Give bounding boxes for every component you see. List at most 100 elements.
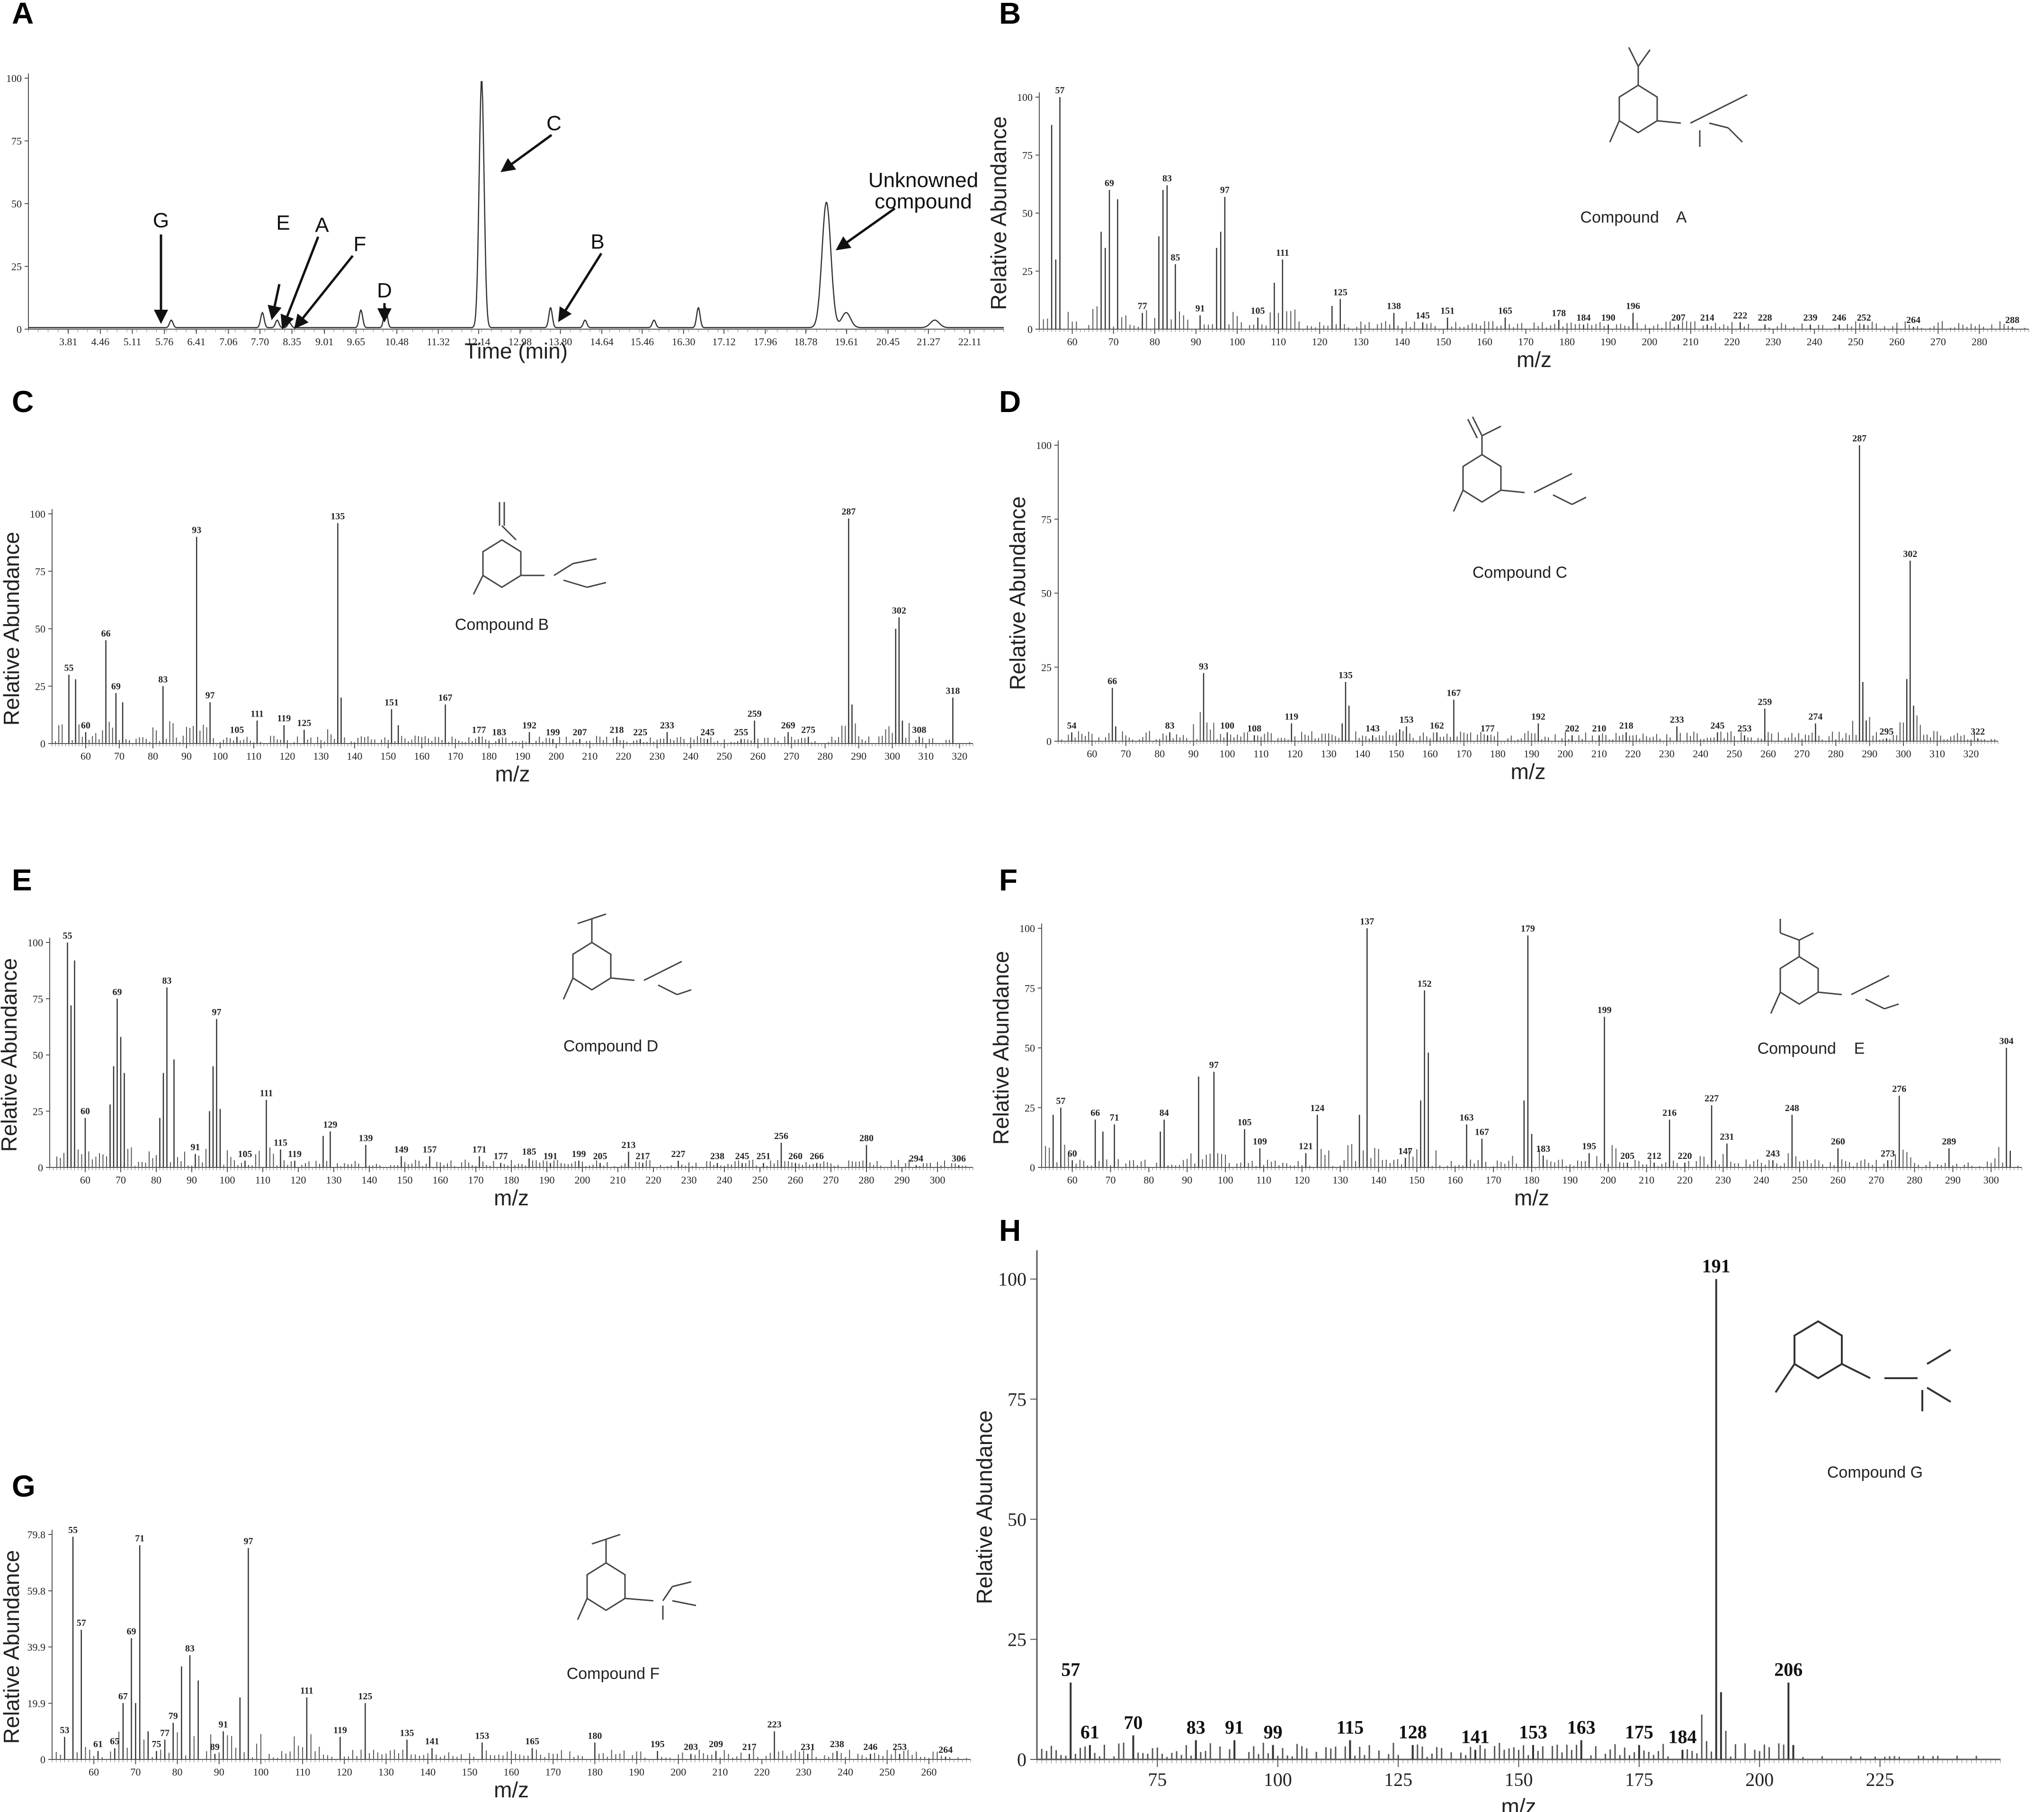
peak-label: 167 <box>438 693 453 703</box>
peak-label: 180 <box>588 1731 602 1741</box>
panel-letter: E <box>12 863 32 897</box>
x-tick-label: 230 <box>796 1766 812 1778</box>
peak-label: 145 <box>1416 310 1430 321</box>
peak-label: 66 <box>1090 1108 1100 1118</box>
peak-label: 153 <box>1519 1722 1547 1743</box>
x-tick-label: 12.14 <box>467 336 491 348</box>
peak-label: 111 <box>300 1686 313 1696</box>
y-tick-label: 50 <box>11 198 22 210</box>
x-tick-label: 180 <box>1559 336 1575 348</box>
x-tick-label: 210 <box>1591 748 1607 760</box>
peak-label: 183 <box>492 727 506 737</box>
x-tick-label: 60 <box>1067 1174 1078 1186</box>
x-tick-label: 180 <box>587 1766 603 1778</box>
peak-label: 207 <box>1671 313 1686 323</box>
x-tick-label: 270 <box>1868 1174 1884 1186</box>
y-tick-label: 25 <box>11 261 22 273</box>
peak-label: 217 <box>636 1151 650 1162</box>
peak-label: 225 <box>633 727 647 737</box>
peak-label: 256 <box>774 1131 788 1141</box>
x-tick-label: 260 <box>1830 1174 1846 1186</box>
peak-label: 275 <box>801 725 815 735</box>
x-tick-label: 140 <box>420 1766 436 1778</box>
peak-label: 84 <box>1160 1108 1169 1118</box>
peak-label: 206 <box>1774 1659 1803 1680</box>
y-tick-label: 100 <box>1017 91 1033 103</box>
peak-label: 69 <box>111 681 121 691</box>
y-axis-title: Relative Abundance <box>986 116 1011 310</box>
peak-label: 129 <box>323 1120 338 1130</box>
x-tick-label: 100 <box>1220 748 1235 760</box>
peak-label: 175 <box>1625 1722 1653 1743</box>
peak-label: 125 <box>1333 287 1348 297</box>
y-tick-label: 25 <box>1008 1629 1026 1650</box>
x-tick-label: 70 <box>1106 1174 1116 1186</box>
peak-label: 207 <box>572 727 587 737</box>
x-tick-label: 160 <box>1422 748 1438 760</box>
x-tick-label: 150 <box>1389 748 1404 760</box>
peak-label: 294 <box>909 1153 923 1164</box>
peak-label: 167 <box>1446 688 1461 699</box>
peak-label: 243 <box>1766 1148 1780 1159</box>
peak-annotation: D <box>377 279 392 302</box>
x-tick-label: 270 <box>1794 748 1810 760</box>
x-tick-label: 90 <box>214 1766 224 1778</box>
peak-label: 89 <box>210 1742 220 1752</box>
peak-label: 163 <box>1567 1716 1596 1738</box>
peak-label: 246 <box>863 1742 877 1752</box>
x-axis-title: m/z <box>1514 1185 1549 1210</box>
peak-label: 153 <box>475 1731 489 1741</box>
x-tick-label: 190 <box>1562 1174 1578 1186</box>
peak-label: 105 <box>230 725 244 735</box>
peak-label: 83 <box>1165 720 1175 731</box>
y-tick-label: 100 <box>1036 440 1052 451</box>
x-tick-label: 150 <box>462 1766 477 1778</box>
structure-compound-g <box>1775 1320 1952 1411</box>
peak-label: 253 <box>893 1742 907 1752</box>
peak-label: 60 <box>81 720 90 731</box>
peak-label: 273 <box>1881 1148 1895 1159</box>
peak-label: 108 <box>1247 724 1261 734</box>
peak-label: 245 <box>700 727 714 737</box>
peak-label: 143 <box>1366 724 1380 734</box>
peak-label: 57 <box>1055 85 1065 96</box>
peak-label: 259 <box>748 709 762 719</box>
peak-label: 196 <box>1626 301 1640 312</box>
y-tick-label: 25 <box>1025 1102 1035 1114</box>
peak-label: 255 <box>734 727 748 737</box>
peak-label: 69 <box>127 1626 136 1637</box>
x-tick-label: 240 <box>717 1174 732 1186</box>
peak-label: 177 <box>494 1151 508 1162</box>
x-tick-label: 280 <box>1907 1174 1922 1186</box>
peak-label: 54 <box>1067 720 1077 731</box>
peak-label: 179 <box>1521 924 1535 934</box>
y-tick-label: 79.8 <box>27 1529 46 1541</box>
peak-label: 149 <box>394 1144 409 1155</box>
compound-label: Compound B <box>455 616 549 634</box>
x-tick-label: 230 <box>1659 748 1675 760</box>
x-tick-label: 18.78 <box>794 336 818 348</box>
x-tick-label: 290 <box>1945 1174 1961 1186</box>
x-tick-label: 320 <box>952 750 967 762</box>
x-tick-label: 100 <box>1230 336 1245 348</box>
x-tick-label: 110 <box>1253 748 1268 760</box>
peak-label: 75 <box>152 1739 161 1749</box>
x-tick-label: 70 <box>116 1174 126 1186</box>
x-tick-label: 5.11 <box>124 336 142 348</box>
peak-label: 228 <box>1758 313 1772 323</box>
peak-label: 269 <box>781 720 795 731</box>
x-tick-label: 70 <box>130 1766 141 1778</box>
peak-label: 97 <box>243 1536 253 1547</box>
x-tick-label: 70 <box>1121 748 1131 760</box>
peak-label: 251 <box>757 1151 771 1162</box>
panel-f: F 0 25 50 75 100 60 70 80 90 100 110 120 130 140 150 160… <box>989 863 2022 1210</box>
peak-label: 61 <box>93 1739 103 1749</box>
peak-label: 91 <box>191 1142 200 1153</box>
x-tick-label: 220 <box>616 750 631 762</box>
x-tick-label: 200 <box>575 1174 590 1186</box>
y-tick-label: 75 <box>1041 513 1052 525</box>
x-tick-label: 180 <box>1524 1174 1540 1186</box>
peak-label: 66 <box>1107 676 1117 687</box>
x-tick-label: 8.35 <box>283 336 301 348</box>
x-tick-label: 290 <box>1862 748 1877 760</box>
